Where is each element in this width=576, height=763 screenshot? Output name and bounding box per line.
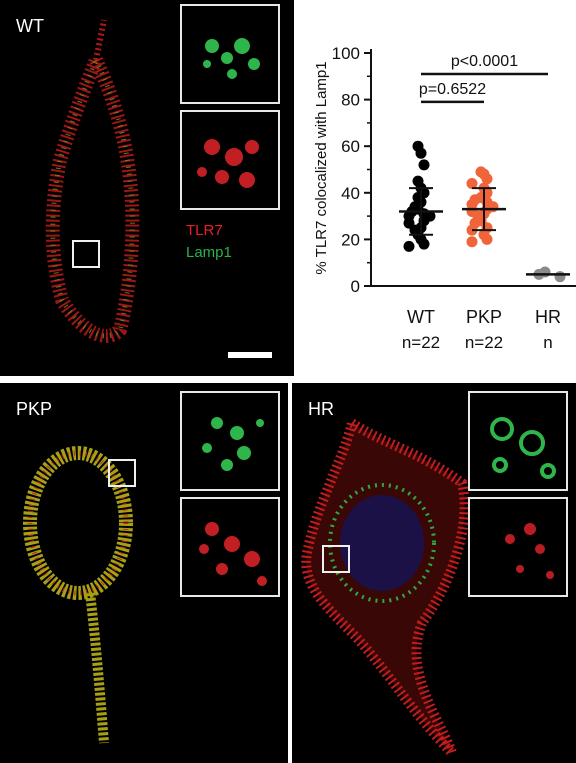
legend-tlr7: TLR7	[186, 222, 223, 239]
y-tick-label: 100	[332, 44, 360, 63]
data-point	[554, 271, 566, 283]
inset-red-tlr7	[468, 497, 568, 597]
hr-cell-image	[301, 414, 470, 757]
panel-label-hr: HR	[308, 399, 334, 419]
y-axis-label: % TLR7 colocalized with Lamp1	[313, 61, 330, 274]
count-label: n	[543, 333, 552, 352]
inset-red-tlr7	[180, 497, 280, 597]
data-point	[481, 233, 493, 245]
y-tick-label: 20	[341, 230, 360, 249]
pkp-cell-image	[23, 446, 133, 744]
roi-box	[322, 545, 350, 573]
legend-lamp1: Lamp1	[186, 244, 232, 261]
data-point	[466, 177, 478, 189]
inset-green-lamp1	[180, 4, 280, 104]
data-point	[403, 240, 415, 252]
inset-red-tlr7	[180, 110, 280, 210]
data-point	[418, 238, 430, 250]
scale-bar	[228, 352, 272, 358]
panel-label-pkp: PKP	[16, 399, 53, 419]
y-tick-label: 0	[351, 277, 360, 296]
y-tick-label: 40	[341, 184, 360, 203]
panel-label-wt: WT	[16, 16, 44, 36]
wt-image-panel: WT TLR7 Lamp1	[0, 0, 294, 376]
data-point	[481, 173, 493, 185]
y-tick-label: 80	[341, 91, 360, 110]
roi-box	[108, 459, 136, 487]
chart-svg: % TLR7 colocalized with Lamp1 0 20 40 60 80 1…	[313, 44, 576, 352]
count-label: n=22	[402, 333, 440, 352]
data-point	[466, 236, 478, 248]
inset-green-lamp1	[468, 391, 568, 491]
p-value-label: p<0.0001	[451, 53, 518, 70]
y-tick-label: 60	[341, 137, 360, 156]
hr-image-panel: HR	[292, 383, 576, 763]
p-value-label: p=0.6522	[419, 81, 486, 98]
roi-box	[72, 240, 100, 268]
wt-cell-image	[45, 19, 140, 343]
category-label: WT	[407, 307, 435, 327]
category-label: PKP	[466, 307, 502, 327]
inset-green-lamp1	[180, 391, 280, 491]
count-label: n=22	[465, 333, 503, 352]
pkp-image-panel: PKP	[0, 383, 288, 763]
category-label: HR	[535, 307, 561, 327]
data-point	[415, 147, 427, 159]
data-point	[418, 159, 430, 171]
colocalization-chart: % TLR7 colocalized with Lamp1 0 20 40 60 80 1…	[296, 0, 576, 376]
